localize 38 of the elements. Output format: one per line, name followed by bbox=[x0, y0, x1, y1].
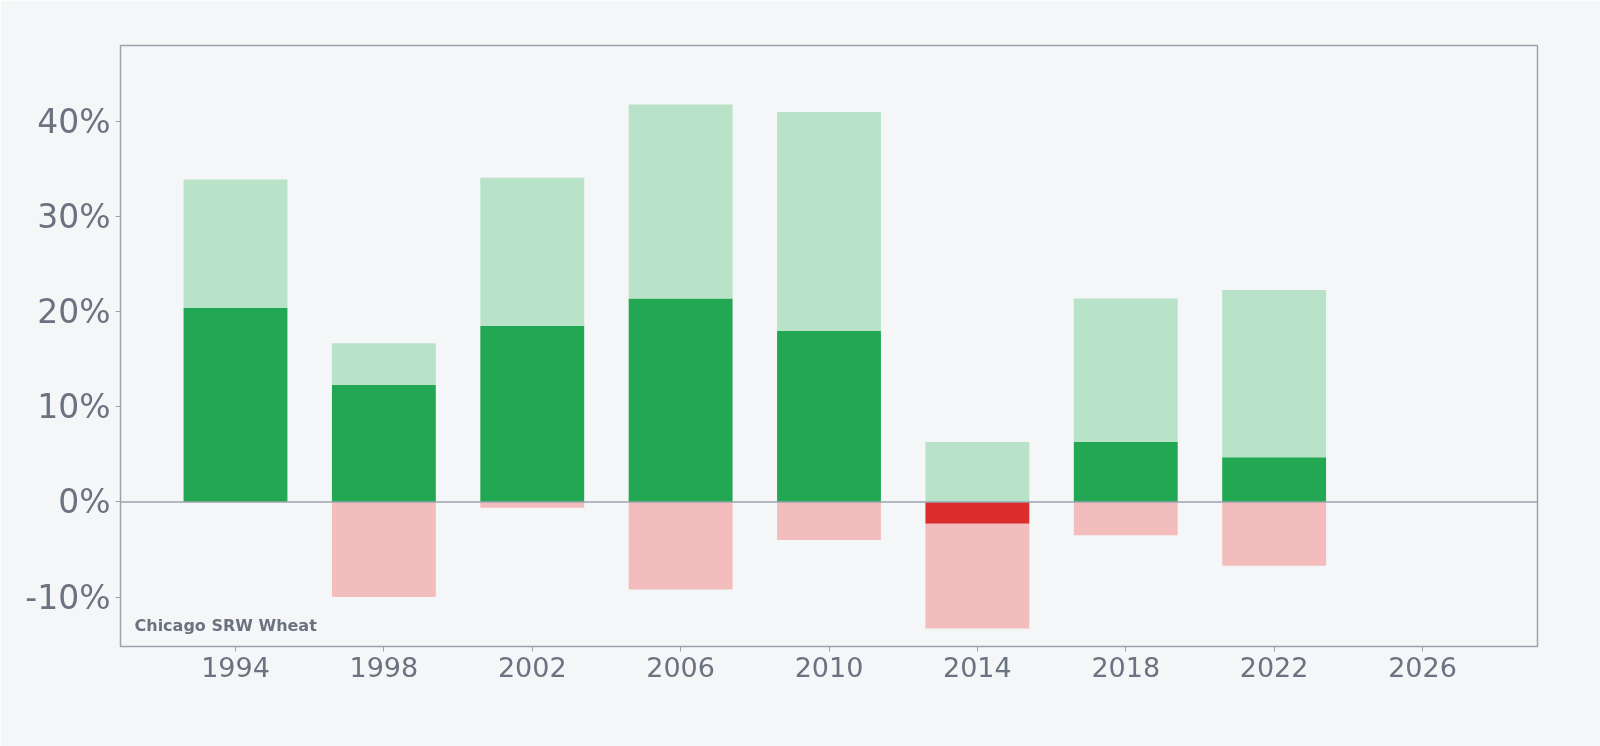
bar bbox=[628, 501, 733, 590]
x-tick-label: 2006 bbox=[646, 651, 715, 683]
bar bbox=[777, 330, 881, 502]
x-tick-label: 2026 bbox=[1388, 651, 1457, 683]
bar bbox=[1073, 298, 1178, 443]
bar bbox=[925, 523, 1030, 629]
bar bbox=[1073, 501, 1178, 536]
bar bbox=[925, 501, 1030, 524]
y-tick-label: 20% bbox=[37, 292, 111, 332]
bar bbox=[480, 177, 585, 327]
bar bbox=[925, 442, 1030, 502]
y-tick-label: -10% bbox=[25, 577, 111, 617]
x-tick-label: 1994 bbox=[201, 651, 270, 683]
bar bbox=[777, 112, 881, 331]
annotation: Chicago SRW Wheat bbox=[134, 615, 318, 635]
x-tick-label: 2018 bbox=[1091, 651, 1161, 683]
bar bbox=[1222, 457, 1327, 502]
x-tick-label: 2010 bbox=[794, 651, 864, 683]
x-tick-label: 2014 bbox=[943, 651, 1012, 683]
y-tick-label: 10% bbox=[37, 387, 111, 427]
y-tick-label: 40% bbox=[37, 102, 111, 142]
bar bbox=[183, 307, 288, 502]
bar bbox=[777, 501, 881, 540]
bar bbox=[331, 501, 436, 598]
bar bbox=[331, 343, 436, 385]
x-tick-label: 2002 bbox=[497, 651, 567, 683]
bar bbox=[628, 298, 733, 502]
bar bbox=[1222, 289, 1327, 458]
bar bbox=[480, 326, 585, 502]
bar bbox=[183, 179, 288, 308]
bar bbox=[331, 384, 436, 502]
y-tick-label: 30% bbox=[37, 197, 111, 237]
x-tick-label: 1998 bbox=[349, 651, 419, 683]
bar bbox=[1222, 501, 1327, 566]
bar bbox=[628, 104, 733, 299]
x-tick-label: 2022 bbox=[1239, 651, 1309, 683]
y-tick-label: 0% bbox=[58, 482, 111, 522]
bar bbox=[1073, 442, 1178, 502]
